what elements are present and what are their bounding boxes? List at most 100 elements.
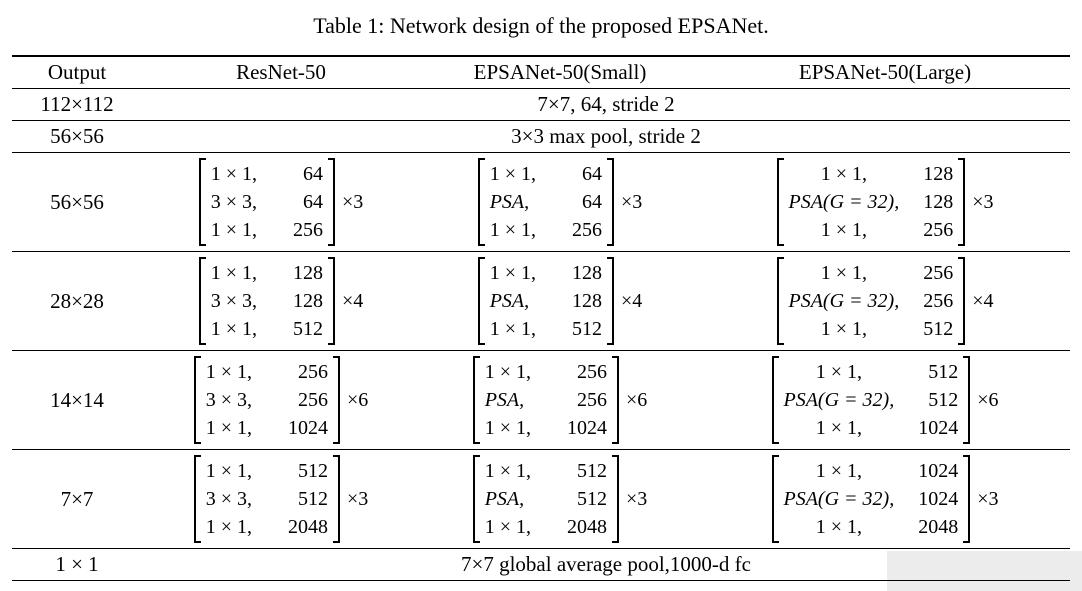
matrix-left-bracket-icon (198, 158, 206, 246)
matrix-op: 1 × 1, (484, 417, 531, 439)
matrix-channels: 128 (293, 262, 323, 284)
matrix-channels: 1024 (918, 417, 959, 439)
matrix-left-bracket-icon (776, 257, 784, 345)
matrix-op: 1 × 1, (820, 318, 867, 340)
matrix-channels: 64 (582, 163, 602, 185)
matrix-channels: 128 (293, 290, 323, 312)
matrix-op: 1 × 1, (210, 318, 257, 340)
epsanet-large-stage4-cell: 1 × 1, 1024 PSA(G = 32), 1024 1 × 1, 2048 ×… (700, 450, 1070, 549)
matrix-left-bracket-icon (472, 356, 480, 444)
matrix-op-psa: PSA, (489, 290, 530, 312)
epsanet-large-stage2-cell: 1 × 1, 256 PSA(G = 32), 256 1 × 1, 512 ×4 (700, 252, 1070, 351)
matrix-channels: 256 (923, 219, 954, 241)
row-classifier: 1 × 1 7×7 global average pool,1000-d fc (12, 549, 1070, 581)
matrix-right-bracket-icon (333, 356, 340, 444)
matrix-left-bracket-icon (193, 356, 201, 444)
block-multiplier: ×3 (342, 190, 364, 213)
matrix-op: 1 × 1, (815, 417, 862, 439)
matrix-channels: 1024 (288, 417, 328, 439)
matrix-right-bracket-icon (607, 257, 614, 345)
matrix-right-bracket-icon (328, 257, 335, 345)
matrix-op: 3 × 3, (205, 389, 252, 411)
matrix-op: 1 × 1, (205, 516, 252, 538)
output-size-cell: 28×28 (50, 288, 104, 313)
matrix-channels: 64 (582, 191, 602, 213)
matrix-channels: 512 (572, 318, 602, 340)
output-size-cell: 1 × 1 (55, 552, 99, 576)
matrix-channels: 128 (572, 290, 602, 312)
conv-matrix: 1 × 1, 64 3 × 3, 64 1 × 1, 256 (206, 158, 328, 246)
matrix-op: 1 × 1, (820, 163, 867, 185)
matrix-left-bracket-icon (477, 158, 485, 246)
matrix-right-bracket-icon (958, 158, 966, 246)
matrix-channels: 512 (298, 488, 328, 510)
matrix-op: 3 × 3, (210, 191, 257, 213)
matrix-op: 1 × 1, (820, 219, 867, 241)
matrix-channels: 256 (572, 219, 602, 241)
conv-block: 1 × 1, 256 PSA(G = 32), 256 1 × 1, 512 ×4 (776, 257, 993, 345)
conv-matrix: 1 × 1, 512 PSA(G = 32), 512 1 × 1, 1024 (779, 356, 964, 444)
matrix-op-psa: PSA, (489, 191, 530, 213)
conv-block: 1 × 1, 128 PSA(G = 32), 128 1 × 1, 256 ×3 (776, 158, 994, 246)
matrix-op: 1 × 1, (484, 516, 531, 538)
epsanet-small-stage4-cell: 1 × 1, 512 PSA, 512 1 × 1, 2048 ×3 (420, 450, 700, 549)
conv-matrix: 1 × 1, 64 PSA, 64 1 × 1, 256 (485, 158, 607, 246)
epsanet-large-stage3-cell: 1 × 1, 512 PSA(G = 32), 512 1 × 1, 1024 ×6 (700, 351, 1070, 450)
matrix-op-psa: PSA(G = 32), (783, 488, 895, 510)
conv-block: 1 × 1, 128 3 × 3, 128 1 × 1, 512 ×4 (198, 257, 364, 345)
matrix-op: 1 × 1, (489, 163, 536, 185)
matrix-channels: 512 (293, 318, 323, 340)
conv-block: 1 × 1, 64 PSA, 64 1 × 1, 256 ×3 (477, 158, 643, 246)
matrix-op: 1 × 1, (210, 219, 257, 241)
block-multiplier: ×3 (972, 190, 994, 213)
matrix-channels: 256 (298, 389, 328, 411)
header-row: Output ResNet-50 EPSANet-50(Small) EPSAN… (12, 56, 1070, 89)
matrix-op: 3 × 3, (210, 290, 257, 312)
row-stage3: 14×14 1 × 1, 256 3 × 3, 256 1 × 1, 1024 ×6 (12, 351, 1070, 450)
matrix-op: 1 × 1, (484, 460, 531, 482)
matrix-op: 1 × 1, (205, 460, 252, 482)
block-multiplier: ×3 (621, 190, 643, 213)
block-multiplier: ×3 (977, 487, 999, 510)
conv-block: 1 × 1, 128 PSA, 128 1 × 1, 512 ×4 (477, 257, 643, 345)
matrix-left-bracket-icon (477, 257, 485, 345)
matrix-channels: 256 (923, 290, 954, 312)
matrix-channels: 2048 (567, 516, 607, 538)
matrix-channels: 128 (572, 262, 602, 284)
block-multiplier: ×4 (342, 289, 364, 312)
matrix-right-bracket-icon (607, 158, 614, 246)
matrix-channels: 2048 (288, 516, 328, 538)
stem-conv-cell: 7×7, 64, stride 2 (537, 92, 675, 116)
matrix-left-bracket-icon (193, 455, 201, 543)
col-header-epsanet-large: EPSANet-50(Large) (798, 60, 972, 84)
output-size-cell: 56×56 (50, 189, 104, 214)
matrix-op: 1 × 1, (489, 318, 536, 340)
matrix-op: 1 × 1, (484, 361, 531, 383)
resnet-stage3-cell: 1 × 1, 256 3 × 3, 256 1 × 1, 1024 ×6 (142, 351, 420, 450)
matrix-channels: 64 (303, 163, 323, 185)
matrix-channels: 1024 (918, 460, 959, 482)
matrix-channels: 256 (577, 389, 607, 411)
conv-block: 1 × 1, 512 PSA, 512 1 × 1, 2048 ×3 (472, 455, 647, 543)
epsanet-small-stage3-cell: 1 × 1, 256 PSA, 256 1 × 1, 1024 ×6 (420, 351, 700, 450)
epsanet-small-stage1-cell: 1 × 1, 64 PSA, 64 1 × 1, 256 ×3 (420, 153, 700, 252)
conv-matrix: 1 × 1, 256 PSA, 256 1 × 1, 1024 (480, 356, 612, 444)
conv-matrix: 1 × 1, 128 PSA, 128 1 × 1, 512 (485, 257, 607, 345)
block-multiplier: ×4 (621, 289, 643, 312)
matrix-op-psa: PSA, (484, 389, 525, 411)
epsanet-network-design-table: Output ResNet-50 EPSANet-50(Small) EPSAN… (12, 55, 1070, 581)
conv-block: 1 × 1, 256 PSA, 256 1 × 1, 1024 ×6 (472, 356, 647, 444)
matrix-left-bracket-icon (776, 158, 784, 246)
conv-matrix: 1 × 1, 256 PSA(G = 32), 256 1 × 1, 512 (784, 257, 959, 345)
row-stage4: 7×7 1 × 1, 512 3 × 3, 512 1 × 1, 2048 ×3 (12, 450, 1070, 549)
max-pool-cell: 3×3 max pool, stride 2 (511, 124, 701, 148)
matrix-op: 1 × 1, (815, 516, 862, 538)
matrix-op: 1 × 1, (205, 417, 252, 439)
matrix-channels: 512 (928, 389, 959, 411)
matrix-right-bracket-icon (963, 356, 971, 444)
block-multiplier: ×6 (347, 388, 369, 411)
matrix-left-bracket-icon (198, 257, 206, 345)
matrix-right-bracket-icon (612, 356, 619, 444)
matrix-channels: 1024 (918, 488, 959, 510)
matrix-op: 1 × 1, (815, 460, 862, 482)
